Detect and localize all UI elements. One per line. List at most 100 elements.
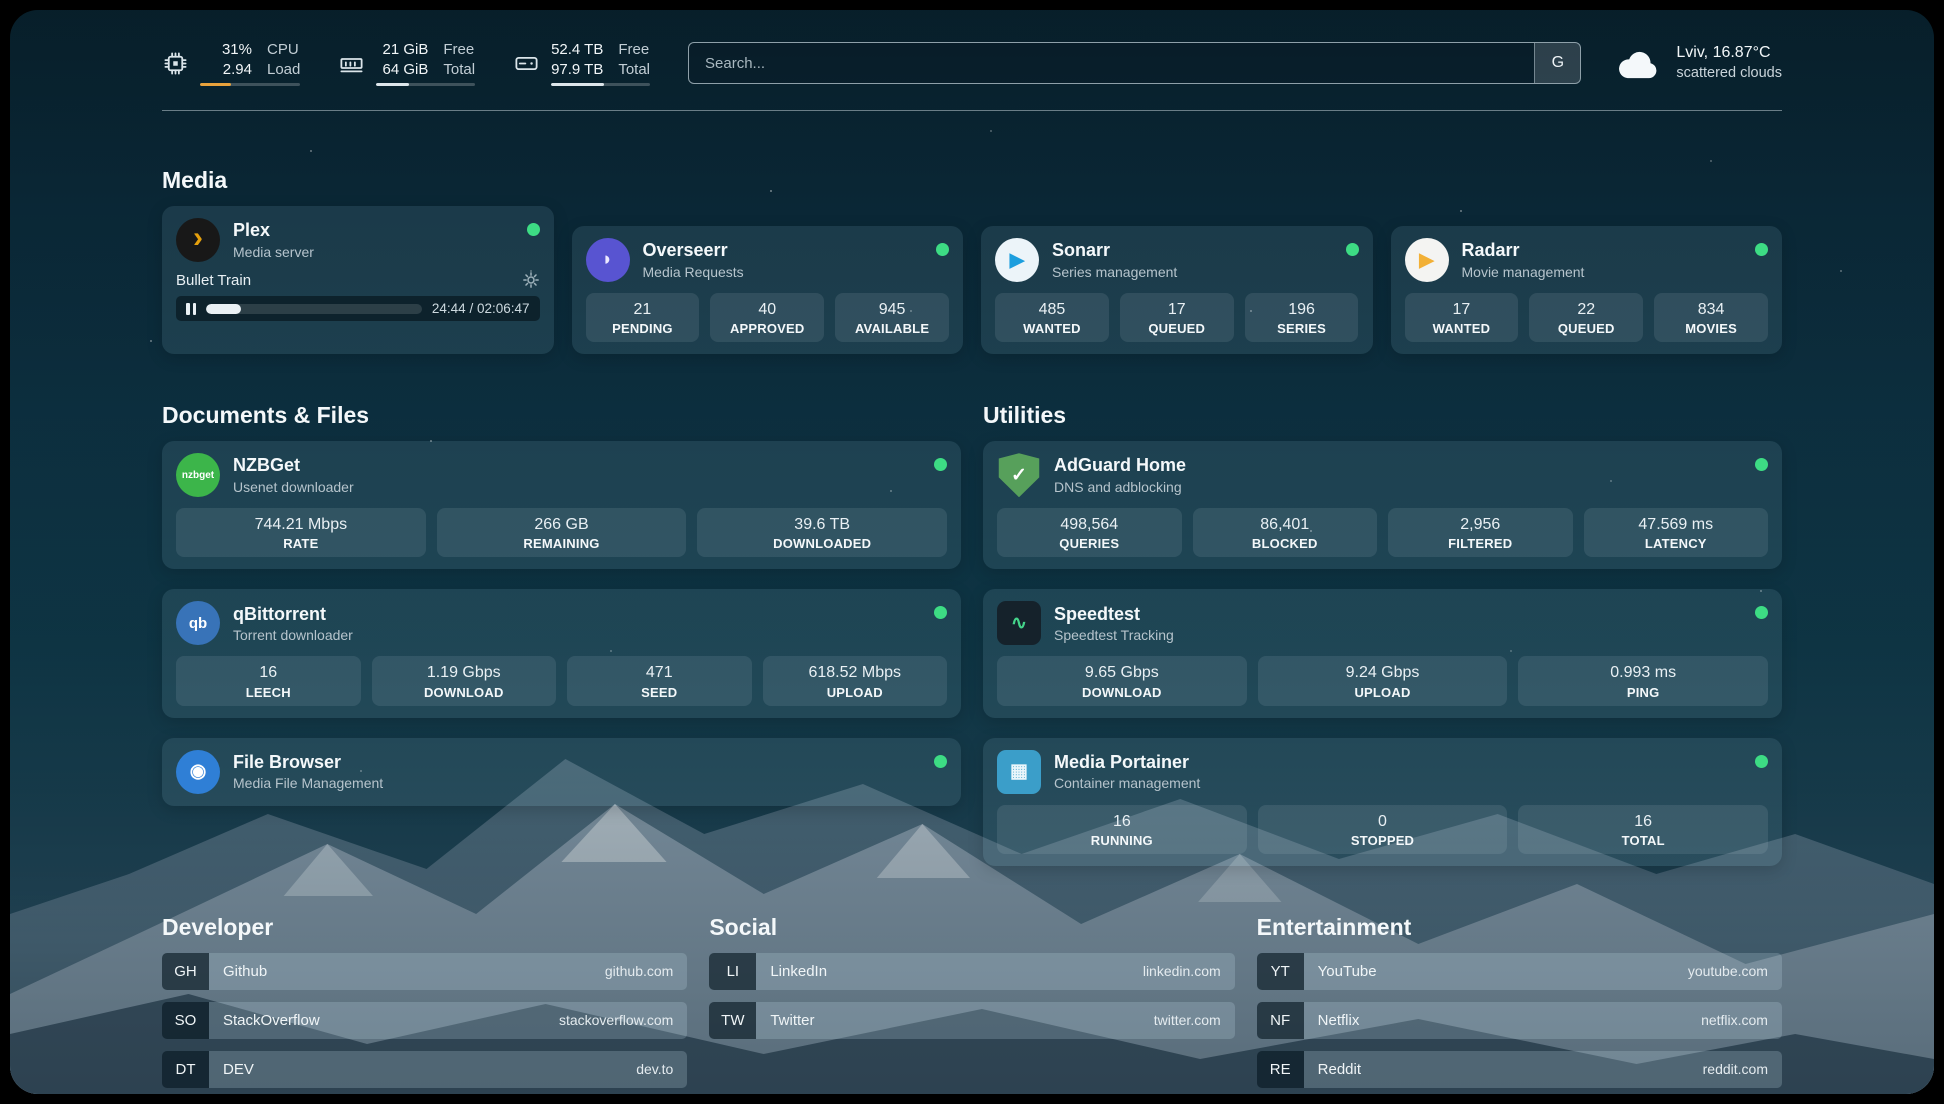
bookmark-github[interactable]: GH Github github.com	[162, 953, 687, 990]
status-indicator	[527, 223, 540, 236]
stat-label: BLOCKED	[1197, 536, 1374, 551]
github-icon: GH	[162, 953, 209, 990]
stat-latency: 47.569 ms LATENCY	[1584, 508, 1769, 557]
bookmark-netflix[interactable]: NF Netflix netflix.com	[1257, 1002, 1782, 1039]
app-name: File Browser	[233, 751, 383, 774]
section-title-documents: Documents & Files	[162, 402, 961, 429]
stat-value: 744.21 Mbps	[180, 515, 422, 534]
stat-label: PENDING	[590, 321, 696, 336]
adguard-titles: AdGuard Home DNS and adblocking	[1054, 454, 1186, 496]
stat-value: 618.52 Mbps	[767, 663, 944, 682]
stats-row: 21 PENDING 40 APPROVED 945 AVAILABLE	[586, 293, 950, 342]
twitter-icon: TW	[709, 1002, 756, 1039]
bookmark-url: dev.to	[636, 1061, 673, 1077]
disk-progress-fill	[551, 83, 604, 86]
app-card-overseerr[interactable]: ◗ Overseerr Media Requests 21 PENDING 40…	[572, 226, 964, 354]
bookmark-youtube[interactable]: YT YouTube youtube.com	[1257, 953, 1782, 990]
app-card-plex[interactable]: › Plex Media server Bullet Train	[162, 206, 554, 354]
ram-label-top: Free	[443, 40, 475, 60]
sonarr-icon: ▶	[995, 238, 1039, 282]
now-playing-title: Bullet Train	[176, 272, 251, 289]
search-engine-button[interactable]: G	[1534, 43, 1580, 83]
app-card-speedtest[interactable]: ∿ Speedtest Speedtest Tracking 9.65 Gbps…	[983, 589, 1782, 717]
pause-button[interactable]	[186, 303, 196, 315]
app-name: Radarr	[1462, 239, 1585, 262]
speedtest-titles: Speedtest Speedtest Tracking	[1054, 603, 1174, 645]
bookmark-dev[interactable]: DT DEV dev.to	[162, 1051, 687, 1088]
app-name: Sonarr	[1052, 239, 1177, 262]
app-card-adguard[interactable]: ✓ AdGuard Home DNS and adblocking 498,56…	[983, 441, 1782, 569]
stat-available: 945 AVAILABLE	[835, 293, 949, 342]
bookmark-name: YouTube	[1318, 963, 1377, 980]
status-indicator	[1755, 606, 1768, 619]
stat-download: 1.19 Gbps DOWNLOAD	[372, 656, 557, 705]
filebrowser-icon: ◉	[176, 750, 220, 794]
ram-total-value: 64 GiB	[383, 60, 429, 80]
stat-total: 16 TOTAL	[1518, 805, 1768, 854]
status-indicator	[934, 458, 947, 471]
cpu-progress-fill	[200, 83, 231, 86]
app-card-sonarr[interactable]: ▶ Sonarr Series management 485 WANTED 17…	[981, 226, 1373, 354]
stat-label: WANTED	[1409, 321, 1515, 336]
stat-label: LATENCY	[1588, 536, 1765, 551]
ram-progress-fill	[376, 83, 409, 86]
app-card-portainer[interactable]: ▦ Media Portainer Container management 1…	[983, 738, 1782, 866]
settings-gear-icon[interactable]	[522, 271, 540, 289]
nzbget-header: nzbget NZBGet Usenet downloader	[176, 453, 947, 497]
stat-label: SERIES	[1249, 321, 1355, 336]
stat-ping: 0.993 ms PING	[1518, 656, 1768, 705]
stackoverflow-icon: SO	[162, 1002, 209, 1039]
stat-label: UPLOAD	[767, 685, 944, 700]
weather-location: Lviv, 16.87°C	[1676, 43, 1782, 64]
bookmark-url: linkedin.com	[1143, 963, 1221, 979]
radarr-icon: ▶	[1405, 238, 1449, 282]
reddit-icon: RE	[1257, 1051, 1304, 1088]
stat-value: 498,564	[1001, 515, 1178, 534]
disk-progress-bar	[551, 83, 650, 86]
stats-row: 16 RUNNING 0 STOPPED 16 TOTAL	[997, 805, 1768, 854]
stat-value: 834	[1658, 300, 1764, 319]
stat-upload: 618.52 Mbps UPLOAD	[763, 656, 948, 705]
linkedin-icon: LI	[709, 953, 756, 990]
bookmark-stackoverflow[interactable]: SO StackOverflow stackoverflow.com	[162, 1002, 687, 1039]
snow-specks	[10, 10, 12, 12]
stat-value: 9.65 Gbps	[1001, 663, 1243, 682]
cpu-metric-body: 31% 2.94 CPU Load	[200, 40, 300, 86]
bookmark-twitter[interactable]: TW Twitter twitter.com	[709, 1002, 1234, 1039]
bookmark-linkedin[interactable]: LI LinkedIn linkedin.com	[709, 953, 1234, 990]
bookmark-body: Netflix netflix.com	[1304, 1002, 1782, 1039]
section-title-media: Media	[162, 167, 1782, 194]
ram-labels: Free Total	[443, 40, 475, 79]
app-card-qbittorrent[interactable]: qb qBittorrent Torrent downloader 16 LEE…	[162, 589, 961, 717]
stat-value: 16	[1001, 812, 1243, 831]
stat-upload: 9.24 Gbps UPLOAD	[1258, 656, 1508, 705]
search-input[interactable]	[689, 43, 1534, 83]
cpu-label-top: CPU	[267, 40, 300, 60]
app-card-radarr[interactable]: ▶ Radarr Movie management 17 WANTED 22 Q…	[1391, 226, 1783, 354]
status-indicator	[934, 755, 947, 768]
playback-progress-track[interactable]	[206, 304, 422, 314]
stat-value: 40	[714, 300, 820, 319]
status-indicator	[1755, 243, 1768, 256]
stats-row: 498,564 QUERIES 86,401 BLOCKED 2,956 FIL…	[997, 508, 1768, 557]
stat-wanted: 485 WANTED	[995, 293, 1109, 342]
stat-value: 266 GB	[441, 515, 683, 534]
bookmark-group-social: Social LI LinkedIn linkedin.com TW Twitt…	[709, 866, 1234, 1051]
stats-row: 16 LEECH 1.19 Gbps DOWNLOAD 471 SEED 6	[176, 656, 947, 705]
app-description: Series management	[1052, 263, 1177, 281]
bookmark-group-title: Entertainment	[1257, 914, 1782, 941]
cpu-labels: CPU Load	[267, 40, 300, 79]
app-card-nzbget[interactable]: nzbget NZBGet Usenet downloader 744.21 M…	[162, 441, 961, 569]
bookmark-reddit[interactable]: RE Reddit reddit.com	[1257, 1051, 1782, 1088]
stat-value: 0	[1262, 812, 1504, 831]
disk-metric-body: 52.4 TB 97.9 TB Free Total	[551, 40, 650, 86]
stat-label: WANTED	[999, 321, 1105, 336]
stat-value: 16	[1522, 812, 1764, 831]
app-card-filebrowser[interactable]: ◉ File Browser Media File Management	[162, 738, 961, 806]
dashboard-window: 31% 2.94 CPU Load	[10, 10, 1934, 1094]
app-description: Movie management	[1462, 263, 1585, 281]
bookmark-name: StackOverflow	[223, 1012, 320, 1029]
adguard-shield-icon: ✓	[997, 453, 1041, 497]
dashboard-content: 31% 2.94 CPU Load	[162, 10, 1782, 1094]
stat-queued: 17 QUEUED	[1120, 293, 1234, 342]
